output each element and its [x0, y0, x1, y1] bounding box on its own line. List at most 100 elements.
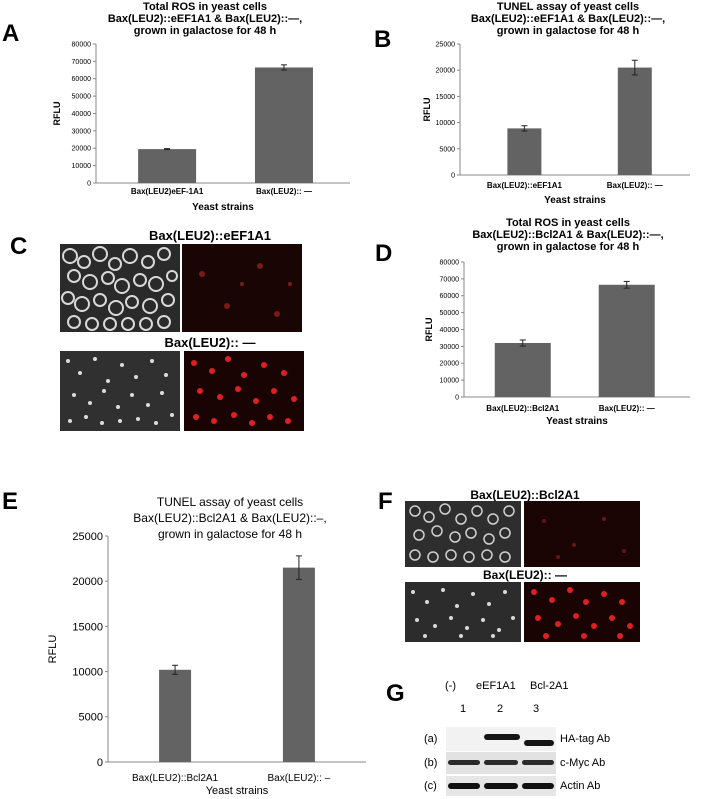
- category-label: Bax(LEU2):: —: [256, 187, 312, 196]
- fluorescence-cells: [531, 587, 633, 639]
- chart-title-line: Total ROS in yeast cells: [143, 1, 267, 13]
- y-tick-label: 0: [97, 757, 103, 769]
- y-tick-label: 20000: [72, 576, 103, 588]
- y-tick-label: 15000: [436, 94, 456, 101]
- category-label: Bax(LEU2)::eEF1A1: [487, 181, 563, 190]
- y-tick-label: 70000: [72, 59, 92, 66]
- panel-label-d: D: [375, 240, 393, 267]
- wb-blot-actin: [446, 776, 556, 796]
- chart-title-line: Bax(LEU2)::eEF1A1 & Bax(LEU2)::—,: [108, 13, 302, 25]
- y-tick-label: 60000: [72, 76, 92, 83]
- chart-title-line: Total ROS in yeast cells: [506, 217, 630, 229]
- wb-band: [448, 783, 480, 789]
- panel-label-c: C: [10, 233, 28, 260]
- y-tick-label: 50000: [440, 310, 460, 317]
- wb-lane-1: 1: [460, 703, 467, 715]
- y-tick-label: 20000: [72, 146, 92, 153]
- y-tick-label: 5000: [439, 146, 455, 153]
- chart-title-line: Bax(LEU2)::Bcl2A1 & Bax(LEU2)::–,: [133, 511, 326, 525]
- panel-label-e: E: [2, 488, 19, 515]
- y-tick-label: 0: [87, 180, 91, 187]
- wb-blot-ha: [446, 727, 556, 751]
- bar: [617, 67, 652, 175]
- y-axis-label: RFLU: [52, 102, 62, 126]
- wb-blot-myc: [446, 752, 556, 774]
- fluorescence-cells: [191, 356, 297, 426]
- micrograph-brightfield-empty-f: [405, 582, 521, 642]
- chart-title-line: TUNEL assay of yeast cells: [157, 495, 303, 509]
- chart-total-ros-eef1a1: Total ROS in yeast cellsBax(LEU2)::eEF1A…: [52, 1, 350, 213]
- wb-band: [484, 734, 520, 740]
- y-tick-label: 60000: [440, 293, 460, 300]
- bar: [138, 149, 197, 183]
- panel-label-f: F: [378, 488, 393, 515]
- y-axis-label: RFLU: [47, 635, 59, 664]
- brightfield-cells: [61, 246, 178, 331]
- y-tick-label: 0: [455, 394, 459, 401]
- wb-header-bcl2a1: Bcl-2A1: [530, 680, 569, 692]
- micrograph-brightfield-bcl2a1: [405, 501, 521, 567]
- micrograph-label-eef1a1: Bax(LEU2)::eEF1A1: [148, 228, 272, 243]
- wb-band: [484, 760, 518, 765]
- y-tick-label: 15000: [72, 621, 103, 633]
- y-tick-label: 10000: [72, 163, 92, 170]
- chart-tunel-eef1a1: TUNEL assay of yeast cellsBax(LEU2)::eEF…: [422, 1, 690, 206]
- wb-header-empty: (-): [445, 680, 456, 692]
- chart-title-line: grown in galactose for 48 h: [497, 25, 640, 37]
- wb-antibody-actin: Actin Ab: [560, 780, 601, 792]
- wb-lane-3: 3: [533, 703, 540, 715]
- y-tick-label: 20000: [440, 361, 460, 368]
- brightfield-cells: [66, 357, 174, 425]
- wb-row-c: (c): [424, 780, 437, 792]
- chart-total-ros-bcl2a1: Total ROS in yeast cellsBax(LEU2)::Bcl2A…: [424, 217, 690, 427]
- fluorescence-cells: [542, 517, 626, 559]
- y-axis-label: RFLU: [422, 98, 432, 122]
- bar: [598, 284, 655, 397]
- fluorescence-cells: [199, 263, 292, 317]
- y-tick-label: 40000: [440, 327, 460, 334]
- wb-lane-2: 2: [497, 703, 504, 715]
- chart-title-line: grown in galactose for 48 h: [158, 527, 302, 541]
- wb-band: [522, 783, 554, 789]
- y-tick-label: 70000: [440, 276, 460, 283]
- wb-antibody-myc: c-Myc Ab: [560, 757, 606, 769]
- micrograph-fluorescence-bcl2a1: [524, 501, 640, 567]
- x-axis-label: Yeast strains: [206, 785, 269, 797]
- chart-title-line: grown in galactose for 48 h: [134, 25, 277, 37]
- chart-title-line: Bax(LEU2)::eEF1A1 & Bax(LEU2)::—,: [471, 13, 665, 25]
- category-label: Bax(LEU2):: –: [268, 773, 331, 784]
- bar: [494, 343, 551, 397]
- chart-title-line: Bax(LEU2)::Bcl2A1 & Bax(LEU2)::—,: [472, 229, 663, 241]
- micrograph-brightfield-eef1a1: [60, 244, 180, 332]
- y-tick-label: 80000: [72, 41, 92, 48]
- category-label: Bax(LEU2)eEF-1A1: [131, 187, 204, 196]
- y-tick-label: 30000: [72, 128, 92, 135]
- brightfield-cells: [409, 503, 515, 563]
- panel-label-a: A: [2, 20, 20, 47]
- x-axis-label: Yeast strains: [546, 416, 608, 427]
- y-tick-label: 25000: [72, 531, 103, 543]
- y-tick-label: 10000: [436, 120, 456, 127]
- micrograph-fluorescence-eef1a1: [182, 244, 302, 332]
- y-axis-label: RFLU: [424, 318, 434, 342]
- bar: [254, 67, 313, 183]
- bar: [159, 669, 192, 762]
- y-tick-label: 20000: [436, 68, 456, 75]
- x-axis-label: Yeast strains: [544, 195, 606, 206]
- chart-title-line: TUNEL assay of yeast cells: [497, 1, 639, 13]
- chart-title-line: grown in galactose for 48 h: [497, 241, 640, 253]
- category-label: Bax(LEU2)::Bcl2A1: [486, 404, 559, 413]
- micrograph-label-empty-f: Bax(LEU2):: —: [482, 568, 567, 582]
- bar: [282, 567, 315, 762]
- micrograph-fluorescence-empty-c: [184, 351, 304, 431]
- category-label: Bax(LEU2):: —: [599, 404, 655, 413]
- wb-band: [522, 760, 554, 765]
- y-tick-label: 5000: [79, 712, 103, 724]
- y-tick-label: 10000: [440, 378, 460, 385]
- x-axis-label: Yeast strains: [192, 202, 254, 213]
- y-tick-label: 25000: [436, 41, 456, 48]
- bar: [507, 128, 542, 175]
- wb-row-a: (a): [424, 733, 438, 745]
- wb-band: [448, 760, 480, 765]
- brightfield-cells: [411, 588, 515, 638]
